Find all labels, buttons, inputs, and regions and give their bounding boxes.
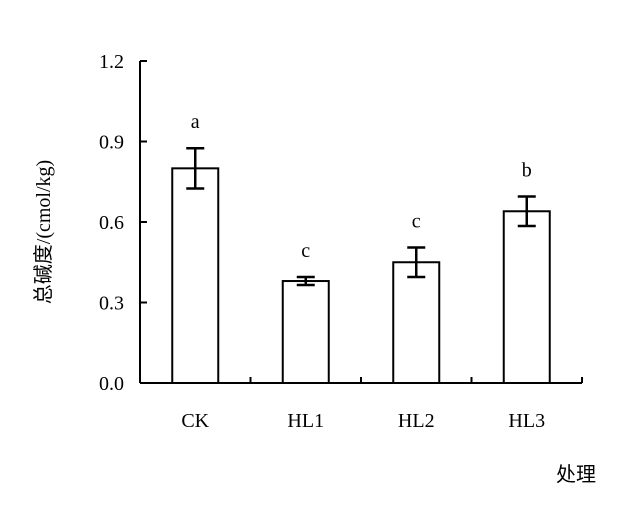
y-tick-label: 0.3 [99,293,124,315]
y-tick-label: 0.0 [99,373,124,395]
bar-hl1 [281,280,330,384]
y-tick-label: 0.9 [99,132,124,154]
y-axis-label: 总碱度/(cmol/kg) [32,160,55,304]
error-bar-hl3 [517,195,536,228]
y-axis: 0.0 0.3 0.6 0.9 1.2 [99,51,147,395]
y-tick-label: 0.6 [99,212,124,234]
x-ticks [249,377,583,383]
x-tick-label: HL2 [398,410,435,432]
error-bar-ck [186,146,205,190]
y-ticks: 0.0 0.3 0.6 0.9 1.2 [99,51,147,395]
x-tick-labels: CK HL1 HL2 HL3 [181,410,545,432]
significance-label: c [412,210,421,232]
x-axis-label: 处理 [556,463,596,486]
x-tick-label: HL3 [508,410,545,432]
bar-hl2 [392,261,441,384]
bar-ck [171,167,220,384]
bar-hl3 [502,210,551,384]
x-tick-label: HL1 [287,410,324,432]
significance-label: b [522,160,532,182]
significance-label: c [301,240,310,262]
x-tick-label: CK [181,410,209,432]
error-bar-hl2 [407,246,426,279]
y-tick-label: 1.2 [99,51,124,73]
error-bar-hl1 [296,275,315,287]
significance-label: a [191,111,200,133]
bars: a c c b [171,111,551,384]
